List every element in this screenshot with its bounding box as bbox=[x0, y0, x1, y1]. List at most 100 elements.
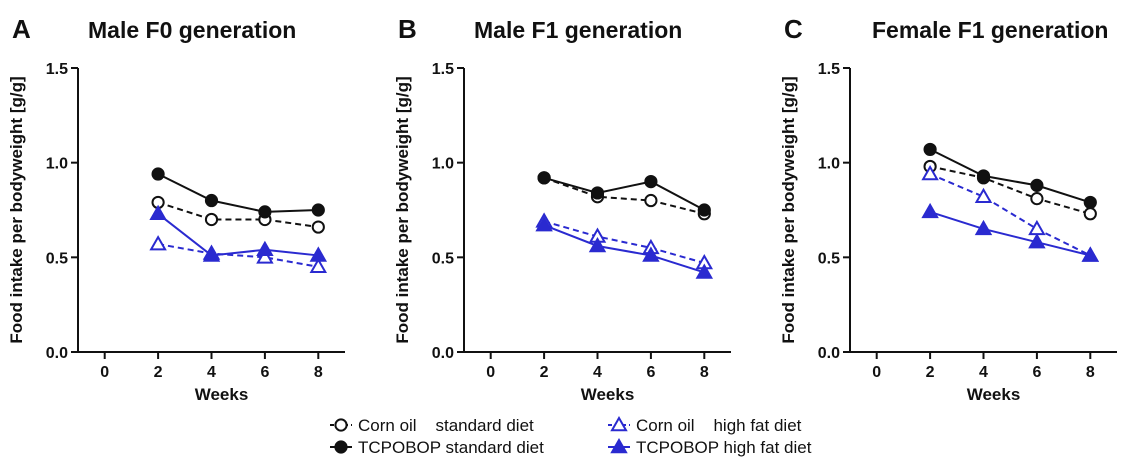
data-point bbox=[974, 219, 993, 236]
x-tick-label: 2 bbox=[540, 364, 549, 381]
x-tick-label: 4 bbox=[207, 364, 216, 381]
y-tick-label: 0.0 bbox=[46, 345, 68, 362]
x-tick-label: 2 bbox=[154, 364, 163, 381]
legend-item: Corn oil high fat diet bbox=[608, 415, 802, 435]
x-axis-label: Weeks bbox=[581, 385, 635, 404]
chart-panel-a: A Male F0 generation 0.0 0.5 1.0 1.5 0 2 4 6 8 Week… bbox=[7, 14, 345, 404]
data-point bbox=[1030, 192, 1044, 206]
series-line bbox=[543, 224, 705, 274]
data-point bbox=[697, 203, 711, 217]
panel-label: C bbox=[784, 14, 803, 44]
data-point bbox=[921, 165, 939, 181]
chart-panel-b: B Male F1 generation 0.0 0.5 1.0 1.5 0 2 4 6 8 Week… bbox=[393, 14, 731, 404]
y-tick-label: 1.0 bbox=[818, 156, 840, 173]
series-4 bbox=[921, 202, 1100, 262]
y-tick-label: 0.0 bbox=[432, 345, 454, 362]
panel-label: B bbox=[398, 14, 417, 44]
y-tick-label: 0.5 bbox=[46, 250, 68, 267]
series-3 bbox=[535, 212, 714, 270]
data-point bbox=[149, 235, 167, 251]
legend-label: TCPOBOP high fat diet bbox=[636, 438, 812, 457]
y-axis-label: Food intake per bodyweight [g/g] bbox=[393, 76, 412, 343]
data-point bbox=[537, 171, 551, 185]
series-line bbox=[543, 176, 705, 211]
y-axis-label: Food intake per bodyweight [g/g] bbox=[779, 76, 798, 343]
x-tick-label: 0 bbox=[872, 364, 881, 381]
data-point bbox=[590, 186, 605, 200]
series-4 bbox=[535, 216, 714, 279]
legend-item: TCPOBOP standard diet bbox=[330, 438, 544, 457]
x-tick-label: 4 bbox=[979, 364, 988, 381]
legend-label: Corn oil standard diet bbox=[358, 416, 534, 435]
x-tick-label: 2 bbox=[926, 364, 935, 381]
series-line bbox=[157, 243, 319, 268]
y-tick-label: 1.5 bbox=[818, 61, 840, 78]
data-point bbox=[256, 240, 274, 257]
x-tick-label: 6 bbox=[646, 364, 655, 381]
data-point bbox=[1083, 195, 1097, 210]
x-tick-label: 8 bbox=[700, 364, 709, 381]
series-4 bbox=[149, 204, 328, 262]
x-tick-label: 6 bbox=[260, 364, 269, 381]
data-point bbox=[311, 203, 325, 217]
data-point bbox=[644, 175, 658, 189]
chart-panel-c: C Female F1 generation 0.0 0.5 1.0 1.5 0 2 4 6 8 We… bbox=[779, 14, 1117, 404]
series-line bbox=[929, 173, 1091, 257]
data-point bbox=[642, 246, 660, 262]
legend-marker bbox=[334, 440, 348, 454]
series-line bbox=[157, 212, 319, 257]
panel-title: Male F1 generation bbox=[474, 17, 682, 43]
data-point bbox=[588, 236, 607, 253]
series-3 bbox=[149, 235, 328, 274]
data-point bbox=[256, 248, 274, 264]
x-tick-label: 0 bbox=[486, 364, 495, 381]
data-point bbox=[202, 246, 221, 262]
data-point bbox=[258, 205, 272, 219]
legend-marker bbox=[610, 437, 628, 454]
x-tick-label: 8 bbox=[1086, 364, 1095, 381]
data-point bbox=[1028, 233, 1046, 249]
data-point bbox=[1030, 178, 1044, 192]
y-tick-label: 1.5 bbox=[46, 61, 68, 78]
data-point bbox=[921, 202, 939, 219]
data-point bbox=[1028, 219, 1046, 236]
series-line bbox=[543, 220, 705, 264]
data-point bbox=[204, 193, 219, 208]
data-point bbox=[309, 246, 328, 262]
y-tick-label: 0.5 bbox=[818, 250, 840, 267]
series-line bbox=[157, 173, 319, 213]
series-1 bbox=[537, 171, 711, 221]
panel-title: Female F1 generation bbox=[872, 17, 1108, 43]
x-axis-label: Weeks bbox=[967, 385, 1021, 404]
data-point bbox=[151, 167, 165, 181]
data-point bbox=[535, 216, 553, 232]
panel-title: Male F0 generation bbox=[88, 17, 296, 43]
x-tick-label: 6 bbox=[1032, 364, 1041, 381]
series-1 bbox=[923, 159, 1097, 221]
y-axis-label: Food intake per bodyweight [g/g] bbox=[7, 76, 26, 343]
x-tick-label: 0 bbox=[100, 364, 109, 381]
data-point bbox=[149, 204, 167, 221]
data-point bbox=[311, 220, 325, 234]
series-line bbox=[929, 148, 1091, 204]
data-point bbox=[204, 212, 219, 227]
y-tick-label: 1.5 bbox=[432, 61, 454, 78]
legend-label: Corn oil high fat diet bbox=[636, 416, 802, 435]
data-point bbox=[1081, 246, 1100, 262]
data-point bbox=[1083, 207, 1097, 221]
series-2 bbox=[151, 167, 325, 219]
legend-marker bbox=[610, 415, 628, 432]
series-1 bbox=[151, 195, 325, 234]
legend-item: TCPOBOP high fat diet bbox=[608, 437, 812, 457]
x-tick-label: 4 bbox=[593, 364, 602, 381]
legend-label: TCPOBOP standard diet bbox=[358, 438, 544, 457]
legend: Corn oil standard diet TCPOBOP standard d… bbox=[330, 415, 812, 457]
series-3 bbox=[921, 165, 1100, 262]
data-point bbox=[976, 169, 991, 183]
legend-marker bbox=[334, 418, 348, 432]
data-point bbox=[923, 142, 937, 157]
x-axis-label: Weeks bbox=[195, 385, 249, 404]
series-line bbox=[929, 165, 1091, 215]
data-point bbox=[974, 187, 993, 203]
